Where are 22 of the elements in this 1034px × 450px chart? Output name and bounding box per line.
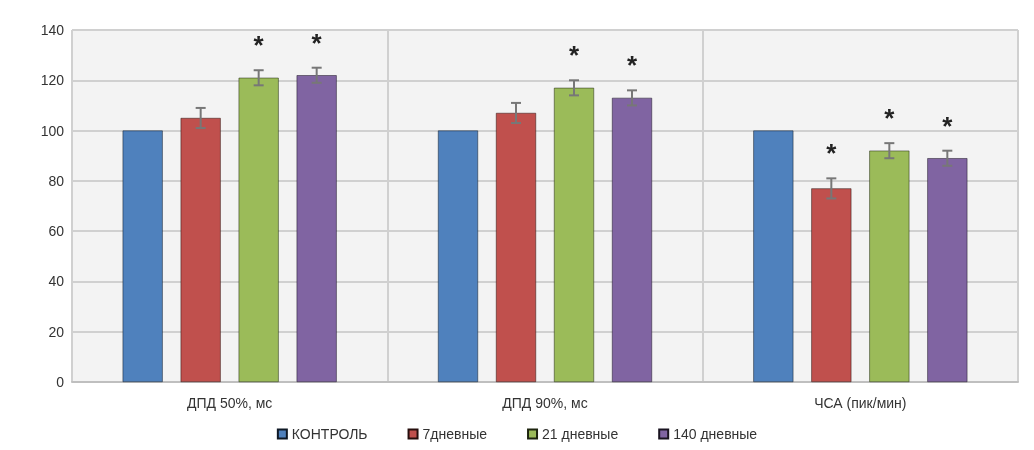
legend-label: 140 дневные (673, 426, 758, 442)
data-label: * (884, 103, 896, 134)
legend-label: 7дневные (422, 426, 488, 442)
data-label: * (626, 50, 638, 81)
data-label: * (826, 138, 838, 169)
y-tick-label: 120 (40, 72, 65, 89)
y-tick-label: 20 (48, 323, 65, 340)
x-tick-label: ЧСА (пик/мин) (814, 395, 907, 411)
x-tick-label: ДПД 50%, мс (186, 395, 273, 411)
y-tick-label: 0 (56, 374, 65, 390)
data-label: * (568, 40, 580, 71)
y-tick-label: 80 (48, 172, 65, 189)
legend-label: КОНТРОЛЬ (291, 426, 368, 442)
y-tick-label: 100 (40, 122, 65, 139)
data-label: * (311, 27, 323, 58)
y-tick-label: 60 (48, 223, 65, 240)
y-tick-label: 140 (40, 22, 65, 38)
data-label: * (253, 30, 265, 61)
y-tick-label: 40 (48, 273, 65, 290)
x-tick-label: ДПД 90%, мс (502, 395, 588, 411)
legend-label: 21 дневные (542, 426, 619, 442)
data-label: * (942, 110, 954, 141)
